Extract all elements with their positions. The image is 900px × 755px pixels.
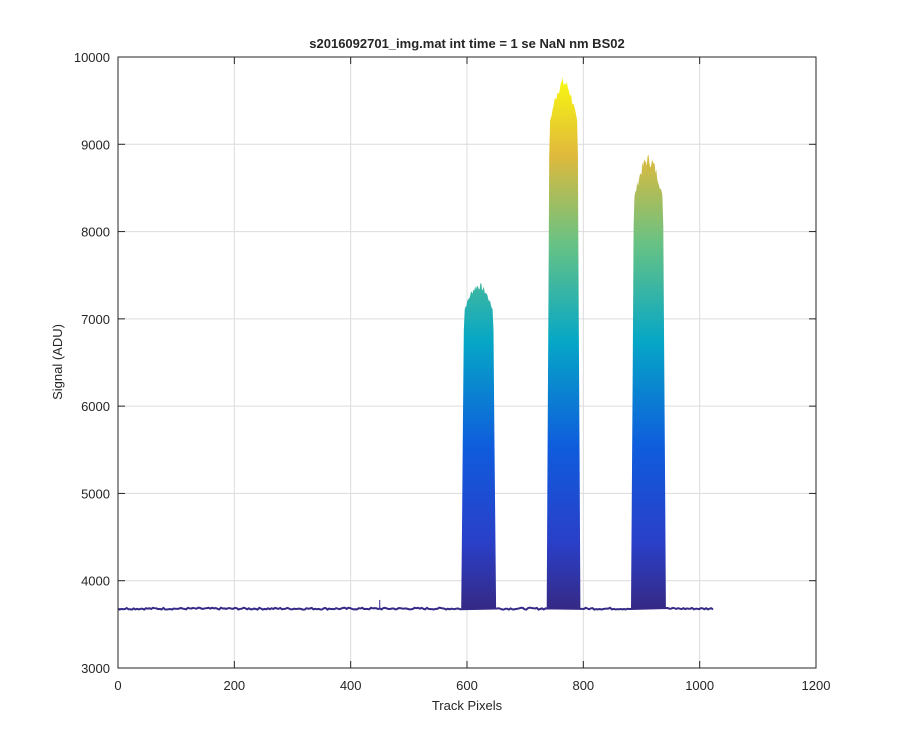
- x-tick-label: 800: [572, 678, 594, 693]
- x-tick-label: 200: [223, 678, 245, 693]
- x-tick-label: 1200: [802, 678, 831, 693]
- peak-area-2: [543, 77, 584, 609]
- label-layer: 0 200 400 600 800 1000 1200 3000 4000 5000 6000 700…: [74, 50, 831, 693]
- x-axis-label: Track Pixels: [432, 698, 503, 713]
- y-tick-label: 8000: [81, 225, 110, 240]
- y-tick-label: 7000: [81, 312, 110, 327]
- y-axis-label: Signal (ADU): [50, 324, 65, 400]
- data-layer: [117, 77, 714, 611]
- x-tick-label: 400: [340, 678, 362, 693]
- peak-area-3: [627, 154, 670, 609]
- y-tick-label: 10000: [74, 50, 110, 65]
- y-tick-label: 6000: [81, 399, 110, 414]
- y-tick-label: 5000: [81, 486, 110, 501]
- tick-layer: [117, 56, 817, 669]
- x-tick-label: 0: [114, 678, 121, 693]
- baseline-series: [117, 606, 714, 611]
- x-tick-label: 600: [456, 678, 478, 693]
- x-tick-label: 1000: [685, 678, 714, 693]
- chart-title: s2016092701_img.mat int time = 1 se NaN …: [309, 36, 624, 51]
- y-tick-label: 9000: [81, 137, 110, 152]
- y-tick-label: 4000: [81, 574, 110, 589]
- y-tick-label: 3000: [81, 661, 110, 676]
- peak-area-1: [457, 283, 500, 609]
